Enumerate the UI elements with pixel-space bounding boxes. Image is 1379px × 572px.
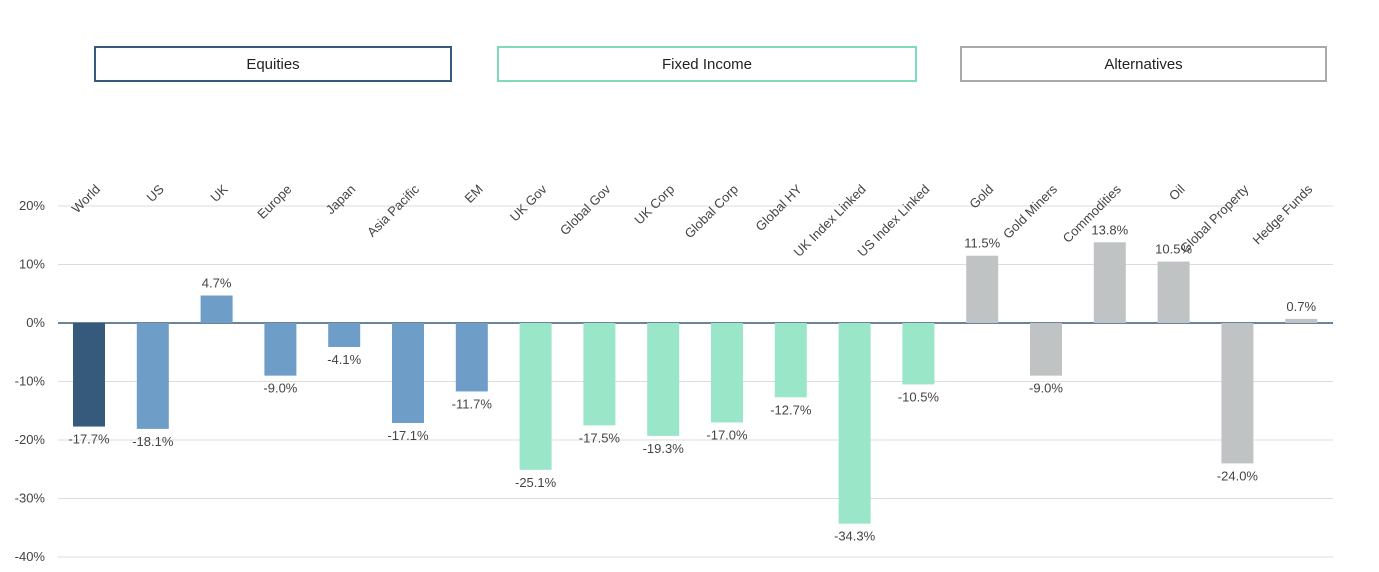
y-tick-label: 10% xyxy=(19,257,45,272)
category-label: Asia Pacific xyxy=(364,181,422,239)
data-label: -18.1% xyxy=(132,434,174,449)
group-equities: Equities xyxy=(94,46,452,82)
data-label: -10.5% xyxy=(898,389,940,404)
data-label: 0.7% xyxy=(1286,299,1316,314)
bar xyxy=(711,323,743,423)
data-label: -24.0% xyxy=(1217,468,1259,483)
data-label: -34.3% xyxy=(834,529,876,544)
data-label: -17.5% xyxy=(579,430,621,445)
group-fixed-income-label: Fixed Income xyxy=(661,55,753,73)
category-label: Global Gov xyxy=(557,181,614,238)
bar xyxy=(328,323,361,347)
bar xyxy=(264,323,297,376)
bar xyxy=(392,323,424,424)
bar xyxy=(774,323,807,398)
group-alternatives: Alternatives xyxy=(960,46,1327,82)
bar xyxy=(200,295,233,323)
data-label: -9.0% xyxy=(1029,381,1063,396)
bar xyxy=(1157,261,1190,323)
category-label: Europe xyxy=(254,182,294,222)
category-label: World xyxy=(69,182,103,216)
data-label: -17.1% xyxy=(387,428,429,443)
category-label: Global Corp xyxy=(681,182,741,242)
data-label: 13.8% xyxy=(1091,222,1128,237)
data-label: -19.3% xyxy=(643,441,685,456)
category-label: US xyxy=(144,181,168,205)
bar xyxy=(1285,318,1318,323)
data-label: -11.7% xyxy=(452,396,493,411)
category-label: UK xyxy=(207,181,231,205)
category-label: Global HY xyxy=(752,181,805,234)
bar xyxy=(647,323,680,436)
data-label: -17.0% xyxy=(706,427,748,442)
bar xyxy=(838,323,871,524)
category-label: Gold Miners xyxy=(1000,181,1061,242)
bar xyxy=(1030,323,1062,376)
data-label: -12.7% xyxy=(770,402,812,417)
category-label: Japan xyxy=(323,182,359,218)
data-label: -25.1% xyxy=(515,475,557,490)
category-label: Gold xyxy=(966,182,996,212)
category-label: Oil xyxy=(1166,181,1188,203)
category-label: UK Gov xyxy=(507,181,550,224)
bar xyxy=(583,323,616,426)
category-label: Global Property xyxy=(1177,181,1252,256)
bar xyxy=(902,323,935,385)
data-label: -9.0% xyxy=(263,381,297,396)
y-tick-label: -40% xyxy=(15,549,46,564)
bar xyxy=(73,323,105,427)
y-tick-label: 0% xyxy=(26,315,45,330)
category-label: EM xyxy=(462,182,486,206)
data-label: 4.7% xyxy=(202,276,232,291)
group-equities-label: Equities xyxy=(246,55,300,73)
y-tick-label: -30% xyxy=(15,491,46,506)
y-tick-label: -20% xyxy=(15,432,46,447)
bar xyxy=(519,323,552,470)
bar xyxy=(455,323,488,392)
y-tick-label: -10% xyxy=(15,374,46,389)
group-fixed-income: Fixed Income xyxy=(497,46,917,82)
category-label: Hedge Funds xyxy=(1250,181,1316,247)
data-label: -4.1% xyxy=(327,352,361,367)
data-label: 10.5% xyxy=(1155,242,1192,257)
group-alternatives-label: Alternatives xyxy=(1104,55,1183,73)
data-label: 11.5% xyxy=(964,236,1000,251)
bar xyxy=(966,255,999,323)
bar xyxy=(1221,323,1254,464)
y-tick-label: 20% xyxy=(19,198,45,213)
data-label: -17.7% xyxy=(68,432,110,447)
category-label: UK Corp xyxy=(631,182,677,228)
bar xyxy=(136,323,169,429)
bar xyxy=(1093,242,1126,323)
